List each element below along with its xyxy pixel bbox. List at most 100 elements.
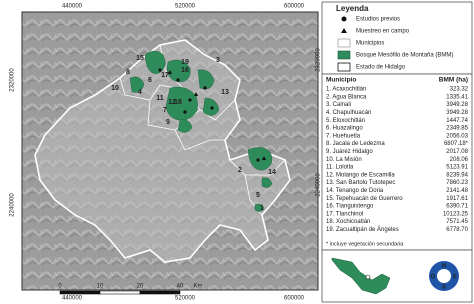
place-label: 13 xyxy=(221,89,229,96)
coord-label: 520000 xyxy=(175,4,196,10)
municipality-name: 11. Lolotla xyxy=(326,165,354,171)
bmm-value: 10123.25 xyxy=(443,211,469,217)
bmm-value: 208.06 xyxy=(450,157,469,163)
legend-title: Leyenda xyxy=(336,4,369,13)
coord-label: 600000 xyxy=(284,296,305,302)
municipality-name: 18. Xochicoatlán xyxy=(326,219,370,225)
legend-symbol xyxy=(341,16,347,22)
bmm-value: 3949.28 xyxy=(446,110,468,116)
place-label: 8 xyxy=(126,69,130,76)
coord-label: 440000 xyxy=(62,296,83,302)
place-label: 2 xyxy=(238,167,242,174)
bmm-value: 323.32 xyxy=(450,87,469,93)
place-label: 18 xyxy=(174,99,182,106)
coord-label: 2240000 xyxy=(10,193,16,217)
compass-letter: N xyxy=(442,264,446,270)
legend-symbol xyxy=(337,38,351,48)
municipality-name: 3. Calnali xyxy=(326,102,351,108)
bmm-value: 2349.85 xyxy=(446,126,468,132)
legend-symbol xyxy=(341,28,347,33)
scale-label: 40 xyxy=(177,284,184,290)
municipality-name: 14. Tenango de Doria xyxy=(326,188,384,194)
municipality-name: 10. La Misión xyxy=(326,157,362,163)
legend-box xyxy=(321,1,473,75)
municipality-name: 4. Chapulhuacán xyxy=(326,110,371,116)
place-label: 19 xyxy=(181,59,189,66)
place-label: 6 xyxy=(148,77,152,84)
bmm-value: 2017.08 xyxy=(446,149,468,155)
municipality-name: 5. Eloxochitlán xyxy=(326,118,365,124)
legend-label: Estado de Hidalgo xyxy=(356,65,406,71)
municipality-name: 8. Jacala de Ledezma xyxy=(326,141,385,147)
municipality-name: 16. Tianguistengo xyxy=(326,204,374,210)
place-label: 5 xyxy=(256,192,260,199)
legend-label: Municipios xyxy=(356,41,384,47)
municipality-name: 17. Tlanchinol xyxy=(326,211,363,217)
municipality-name: 13. San Bartolo Tutotepec xyxy=(326,180,395,186)
compass-center xyxy=(437,269,451,283)
place-label: 1 xyxy=(260,205,264,212)
bmm-value: 1335.41 xyxy=(446,94,468,100)
coord-label: 600000 xyxy=(284,4,305,10)
scale-label: 0 xyxy=(58,284,62,290)
bmm-value: 8239.94 xyxy=(446,172,468,178)
bmm-value: 2056.03 xyxy=(446,133,468,139)
municipality-name: 7. Huehuetla xyxy=(326,133,361,139)
municipality-name: 9. Juárez Hidalgo xyxy=(326,149,373,155)
place-label: 4 xyxy=(138,89,142,96)
municipality-name: 19. Zacualtipán de Ángeles xyxy=(326,226,399,233)
scale-label: 10 xyxy=(97,284,104,290)
mexico-inset xyxy=(331,257,391,295)
bmm-value: 1917.61 xyxy=(446,196,468,202)
legend-label: Estudios previos xyxy=(356,17,400,23)
table-note: * incluye vegetación secundaria xyxy=(326,241,404,247)
place-label: 11 xyxy=(156,95,164,102)
municipality-name: 1. Acaxochitlán xyxy=(326,87,366,93)
bmm-value: 3949.28 xyxy=(446,102,468,108)
state-outline xyxy=(34,39,291,263)
place-label: 14 xyxy=(268,169,276,176)
bmm-value: 6390.71 xyxy=(446,204,468,210)
coord-label: 440000 xyxy=(62,4,83,10)
bmm-value: 6778.70 xyxy=(446,227,468,233)
place-label: 9 xyxy=(166,119,170,126)
coord-label: 2320000 xyxy=(316,48,322,72)
municipality-name: 15. Tepehuacán de Guerrero xyxy=(326,196,403,202)
hidalgo-inset xyxy=(365,274,371,280)
scale-label: Km xyxy=(194,284,203,290)
municipality-name: 6. Huazalingo xyxy=(326,126,363,132)
legend-label: Muestreo en campo xyxy=(356,29,410,35)
compass-letter: E xyxy=(453,275,457,281)
scale-bar xyxy=(59,290,181,295)
table-header: Municipio xyxy=(326,77,356,84)
place-label: 7 xyxy=(163,107,167,114)
bmm-value: 1447.74 xyxy=(446,118,468,124)
legend-label: Bosque Mesófilo de Montaña (BMM) xyxy=(356,53,453,59)
place-label: 3 xyxy=(216,57,220,64)
compass-letter: S xyxy=(442,285,446,291)
place-label: 12 xyxy=(168,99,176,106)
bmm-value: 6807.18* xyxy=(444,141,469,147)
bmm-value: 2141.48 xyxy=(446,188,468,194)
legend-symbol xyxy=(337,50,351,60)
compass-letter: O xyxy=(431,275,436,281)
coord-label: 2240000 xyxy=(316,173,322,197)
place-label: 15 xyxy=(136,55,144,62)
municipality-name: 12. Molango de Escamilla xyxy=(326,172,395,178)
coord-label: 520000 xyxy=(175,296,196,302)
legend-symbol xyxy=(337,62,351,72)
bmm-forest xyxy=(129,50,273,212)
municipality-name: 2. Agua Blanca xyxy=(326,94,367,100)
place-label: 10 xyxy=(111,85,119,92)
coord-label: 2320000 xyxy=(10,68,16,92)
study-points xyxy=(158,68,266,162)
bmm-value: 5123.91 xyxy=(446,165,468,171)
bmm-value: 7571.45 xyxy=(446,219,468,225)
table-header: BMM (ha) xyxy=(439,77,468,84)
table-box xyxy=(321,73,473,251)
bmm-value: 7860.23 xyxy=(446,180,468,186)
scale-label: 20 xyxy=(137,284,144,290)
place-label: 17 xyxy=(161,72,169,79)
place-label: 16 xyxy=(181,67,189,74)
